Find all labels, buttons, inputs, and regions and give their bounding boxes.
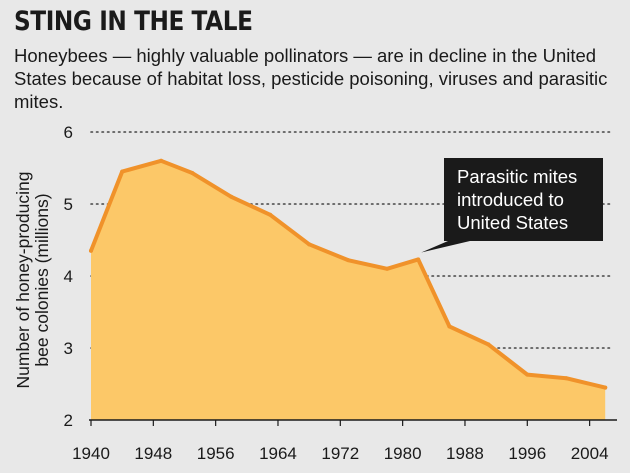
x-tick-label: 1956 xyxy=(197,444,235,463)
x-tick-label: 2004 xyxy=(571,444,609,463)
chart-title: STING IN THE TALE xyxy=(14,6,253,37)
x-tick-label: 1940 xyxy=(72,444,110,463)
series-line xyxy=(89,158,608,390)
area-fill xyxy=(91,160,606,421)
y-axis-label: bee colonies (millions) xyxy=(32,193,52,366)
annotation-box xyxy=(421,158,603,253)
x-tick-label: 1996 xyxy=(508,444,546,463)
y-tick-label: 5 xyxy=(64,195,73,214)
annotation-text: Parasitic mites xyxy=(457,166,577,187)
chart-subtitle: Honeybees — highly valuable pollinators … xyxy=(14,45,608,112)
y-tick-label: 6 xyxy=(64,123,73,142)
x-tick-label: 1988 xyxy=(446,444,484,463)
x-tick-label: 1972 xyxy=(321,444,359,463)
x-tick-label: 1948 xyxy=(134,444,172,463)
x-tick-label: 1964 xyxy=(259,444,297,463)
y-tick-label: 3 xyxy=(64,339,73,358)
annotation-text: introduced to xyxy=(457,189,564,210)
y-tick-label: 2 xyxy=(64,411,73,430)
y-axis-label: Number of honey-producing xyxy=(13,172,33,389)
annotation-text: United States xyxy=(457,212,568,233)
y-tick-label: 4 xyxy=(64,267,73,286)
x-tick-label: 1980 xyxy=(384,444,422,463)
